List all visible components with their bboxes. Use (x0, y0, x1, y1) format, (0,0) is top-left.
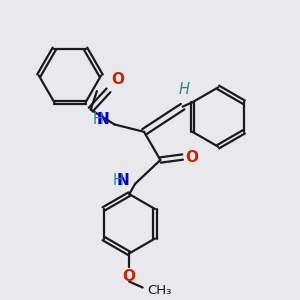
Text: H: H (112, 173, 123, 188)
Text: N: N (117, 173, 130, 188)
Text: O: O (123, 269, 136, 284)
Text: O: O (185, 149, 198, 164)
Text: H: H (93, 112, 104, 128)
Text: N: N (96, 112, 109, 128)
Text: O: O (111, 72, 124, 87)
Text: H: H (178, 82, 190, 97)
Text: CH₃: CH₃ (147, 284, 171, 297)
